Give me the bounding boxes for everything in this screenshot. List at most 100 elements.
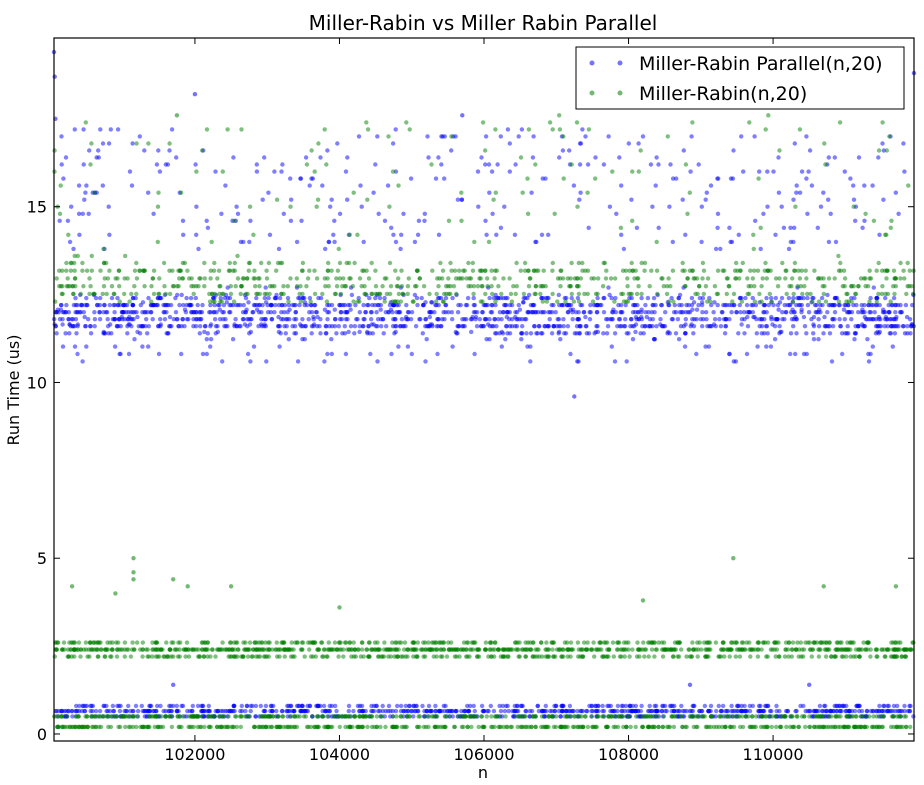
point-sequential xyxy=(341,276,346,281)
point-sequential xyxy=(273,647,278,652)
point-sequential xyxy=(790,714,795,719)
point-parallel xyxy=(221,302,227,308)
point-parallel xyxy=(670,239,675,245)
point-parallel xyxy=(868,317,874,322)
point-parallel xyxy=(59,134,64,139)
point-parallel xyxy=(498,225,504,230)
point-parallel xyxy=(215,329,221,335)
point-sequential xyxy=(805,291,810,297)
point-sequential xyxy=(769,299,774,304)
point-parallel xyxy=(617,317,623,322)
point-sequential xyxy=(83,640,89,645)
point-sequential xyxy=(660,724,666,730)
point-sequential xyxy=(610,640,616,645)
point-parallel xyxy=(391,232,396,237)
point-parallel xyxy=(524,331,529,336)
point-sequential xyxy=(189,284,194,289)
point-parallel xyxy=(283,331,288,336)
point-sequential xyxy=(891,724,896,730)
point-sequential xyxy=(145,647,150,652)
point-parallel xyxy=(393,127,398,132)
point-parallel xyxy=(639,314,644,320)
point-parallel xyxy=(704,310,709,315)
point-parallel xyxy=(491,324,496,329)
point-parallel xyxy=(479,703,485,709)
point-parallel xyxy=(72,127,78,132)
point-parallel xyxy=(371,703,377,709)
point-sequential xyxy=(306,640,311,645)
point-sequential xyxy=(836,268,842,273)
point-parallel xyxy=(605,317,610,322)
point-sequential xyxy=(423,714,428,719)
point-sequential xyxy=(633,724,638,730)
point-sequential xyxy=(837,640,843,645)
point-sequential xyxy=(103,654,108,659)
point-parallel xyxy=(104,310,109,315)
point-sequential xyxy=(503,714,508,719)
point-sequential xyxy=(461,714,466,719)
point-parallel xyxy=(220,359,225,364)
point-parallel xyxy=(269,703,274,709)
point-parallel xyxy=(450,344,455,349)
point-sequential xyxy=(326,724,331,730)
point-sequential xyxy=(583,647,589,652)
point-sequential xyxy=(750,714,755,719)
point-parallel xyxy=(513,324,518,329)
point-sequential xyxy=(282,647,288,652)
point-parallel xyxy=(745,324,751,329)
point-parallel xyxy=(839,331,845,336)
point-parallel xyxy=(849,295,854,301)
point-sequential xyxy=(380,284,385,289)
point-parallel xyxy=(744,302,750,308)
point-sequential xyxy=(654,268,660,273)
point-sequential xyxy=(79,724,85,730)
point-parallel xyxy=(398,324,403,329)
point-parallel xyxy=(558,324,563,329)
point-parallel xyxy=(815,225,820,230)
point-parallel xyxy=(231,708,236,714)
point-parallel xyxy=(204,218,209,223)
point-parallel xyxy=(629,295,634,301)
point-sequential xyxy=(620,714,626,719)
point-parallel xyxy=(699,239,704,245)
point-sequential xyxy=(834,640,840,645)
point-sequential xyxy=(123,724,128,730)
point-parallel xyxy=(806,310,812,315)
point-sequential xyxy=(211,268,217,273)
point-sequential xyxy=(208,268,213,273)
point-parallel xyxy=(326,302,332,308)
point-parallel xyxy=(180,703,186,709)
point-parallel xyxy=(84,344,89,349)
point-parallel xyxy=(145,331,150,336)
point-sequential xyxy=(713,640,719,645)
point-parallel xyxy=(181,232,186,237)
point-parallel xyxy=(736,232,741,237)
point-parallel xyxy=(110,703,116,709)
point-parallel xyxy=(487,317,492,322)
point-sequential xyxy=(604,268,609,273)
point-sequential xyxy=(351,640,356,645)
point-sequential xyxy=(177,647,182,652)
point-sequential xyxy=(130,724,136,730)
point-sequential xyxy=(549,640,554,645)
point-parallel xyxy=(98,127,103,132)
point-sequential xyxy=(626,291,631,297)
point-parallel xyxy=(630,708,635,714)
point-parallel xyxy=(578,190,583,195)
point-parallel xyxy=(593,155,598,160)
point-sequential xyxy=(100,291,105,297)
point-sequential xyxy=(72,268,77,273)
point-parallel xyxy=(443,295,449,301)
point-parallel xyxy=(343,351,349,357)
point-parallel xyxy=(455,324,460,329)
point-sequential xyxy=(167,291,173,297)
point-parallel xyxy=(490,211,495,216)
point-parallel xyxy=(612,359,618,364)
point-parallel xyxy=(556,292,561,298)
point-sequential xyxy=(384,291,390,297)
point-parallel xyxy=(573,310,579,315)
point-parallel xyxy=(88,703,93,709)
point-parallel xyxy=(322,359,327,364)
point-parallel xyxy=(446,310,451,315)
point-parallel xyxy=(329,351,334,357)
